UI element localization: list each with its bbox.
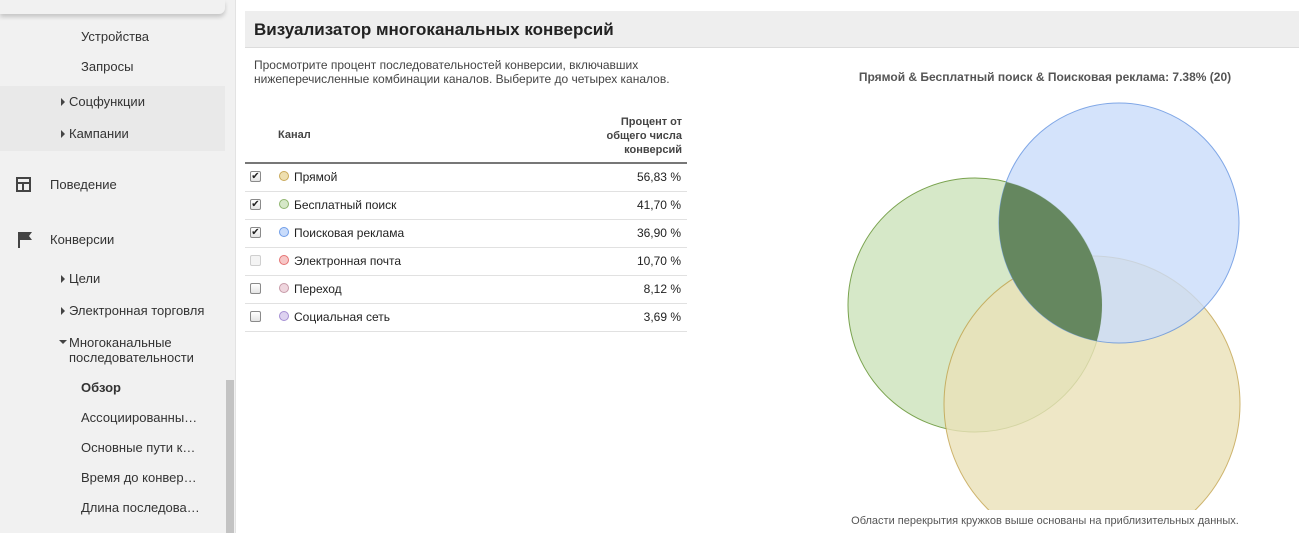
channel-checkbox[interactable] bbox=[250, 255, 261, 266]
channel-percent: 8,12 % bbox=[643, 282, 681, 296]
table-row: ✔ Бесплатный поиск 41,70 % bbox=[245, 192, 687, 220]
column-header-line: конверсий bbox=[624, 144, 682, 156]
channel-color-dot bbox=[279, 227, 289, 237]
sidebar-item-devices[interactable]: Устройства bbox=[81, 29, 150, 44]
venn-diagram bbox=[847, 102, 1241, 510]
venn-note: Области перекрытия кружков выше основаны… bbox=[851, 515, 1239, 527]
channel-table: Канал Процент от общего числа конверсий … bbox=[245, 112, 687, 332]
table-row: Социальная сеть 3,69 % bbox=[245, 304, 687, 332]
channel-color-dot bbox=[279, 283, 289, 293]
report-header: Визуализатор многоканальных конверсий bbox=[245, 11, 1299, 48]
channel-checkbox[interactable]: ✔ bbox=[250, 171, 261, 182]
sidebar-item-assisted[interactable]: Ассоциированны… bbox=[81, 410, 198, 425]
channel-checkbox[interactable]: ✔ bbox=[250, 199, 261, 210]
column-header-line: Процент от bbox=[620, 116, 682, 128]
caret-down-icon bbox=[59, 340, 67, 344]
venn-overlap-group bbox=[999, 103, 1239, 343]
column-header-channel[interactable]: Канал bbox=[278, 129, 311, 141]
channel-name: Электронная почта bbox=[294, 254, 402, 268]
behavior-icon bbox=[16, 177, 31, 192]
sidebar-item-campaigns[interactable]: Кампании bbox=[0, 118, 225, 151]
table-row: Электронная почта 10,70 % bbox=[245, 248, 687, 276]
channel-percent: 10,70 % bbox=[636, 254, 681, 268]
channel-checkbox[interactable] bbox=[250, 283, 261, 294]
sidebar-item-label: Цели bbox=[69, 271, 101, 286]
caret-right-icon bbox=[61, 307, 65, 315]
table-row: ✔ Прямой 56,83 % bbox=[245, 164, 687, 192]
channel-percent: 3,69 % bbox=[643, 310, 681, 324]
channel-color-dot bbox=[279, 255, 289, 265]
channel-percent: 36,90 % bbox=[636, 226, 681, 240]
column-header-percent[interactable]: Процент от общего числа конверсий bbox=[562, 115, 683, 157]
channel-color-dot bbox=[279, 171, 289, 181]
sidebar-item-label: последовательности bbox=[69, 350, 194, 365]
caret-right-icon bbox=[61, 130, 65, 138]
sidebar-item-multichannel[interactable]: Многоканальные последовательности bbox=[0, 335, 225, 369]
channel-name: Переход bbox=[294, 282, 342, 296]
caret-right-icon bbox=[61, 275, 65, 283]
sidebar-item-label: Соцфункции bbox=[69, 94, 145, 109]
sidebar-item-label: Многоканальные bbox=[69, 335, 172, 350]
sidebar-item-top-paths[interactable]: Основные пути к… bbox=[81, 440, 196, 455]
sidebar-scrollbar[interactable] bbox=[226, 380, 234, 533]
caret-right-icon bbox=[61, 98, 65, 106]
channel-name: Бесплатный поиск bbox=[294, 198, 397, 212]
table-row: ✔ Поисковая реклама 36,90 % bbox=[245, 220, 687, 248]
venn-title: Прямой & Бесплатный поиск & Поисковая ре… bbox=[858, 70, 1232, 84]
column-header-line: общего числа bbox=[606, 130, 683, 142]
sidebar-top-edge bbox=[0, 0, 225, 14]
sidebar-item-conversions[interactable]: Конверсии bbox=[50, 232, 115, 247]
channel-checkbox[interactable] bbox=[250, 311, 261, 322]
table-row: Переход 8,12 % bbox=[245, 276, 687, 304]
sidebar-item-overview[interactable]: Обзор bbox=[81, 380, 121, 395]
channel-name: Прямой bbox=[294, 170, 338, 184]
venn-intersection[interactable] bbox=[999, 103, 1239, 343]
sidebar-item-label: Кампании bbox=[69, 126, 129, 141]
channel-name: Поисковая реклама bbox=[294, 226, 405, 240]
channel-checkbox[interactable]: ✔ bbox=[250, 227, 261, 238]
sidebar-item-label: Электронная торговля bbox=[69, 303, 205, 318]
table-header: Канал Процент от общего числа конверсий bbox=[245, 112, 687, 164]
sidebar-item-time-lag[interactable]: Время до конвер… bbox=[81, 470, 197, 485]
sidebar-item-queries[interactable]: Запросы bbox=[81, 59, 134, 74]
sidebar-item-social[interactable]: Соцфункции bbox=[0, 86, 225, 119]
description-text: Просмотрите процент последовательностей … bbox=[254, 58, 670, 86]
flag-icon bbox=[18, 232, 32, 248]
table-body: ✔ Прямой 56,83 % ✔ Бесплатный поиск 41,7… bbox=[245, 164, 687, 332]
channel-percent: 56,83 % bbox=[636, 170, 681, 184]
sidebar-item-path-length[interactable]: Длина последова… bbox=[81, 500, 200, 515]
channel-color-dot bbox=[279, 311, 289, 321]
page-title: Визуализатор многоканальных конверсий bbox=[254, 20, 614, 39]
sidebar: Устройства Запросы Соцфункции Кампании П… bbox=[0, 0, 236, 533]
channel-percent: 41,70 % bbox=[636, 198, 681, 212]
sidebar-item-behavior[interactable]: Поведение bbox=[50, 177, 117, 192]
channel-name: Социальная сеть bbox=[294, 310, 390, 324]
channel-color-dot bbox=[279, 199, 289, 209]
